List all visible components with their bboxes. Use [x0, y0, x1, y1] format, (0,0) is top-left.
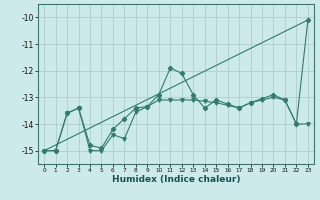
X-axis label: Humidex (Indice chaleur): Humidex (Indice chaleur) — [112, 175, 240, 184]
